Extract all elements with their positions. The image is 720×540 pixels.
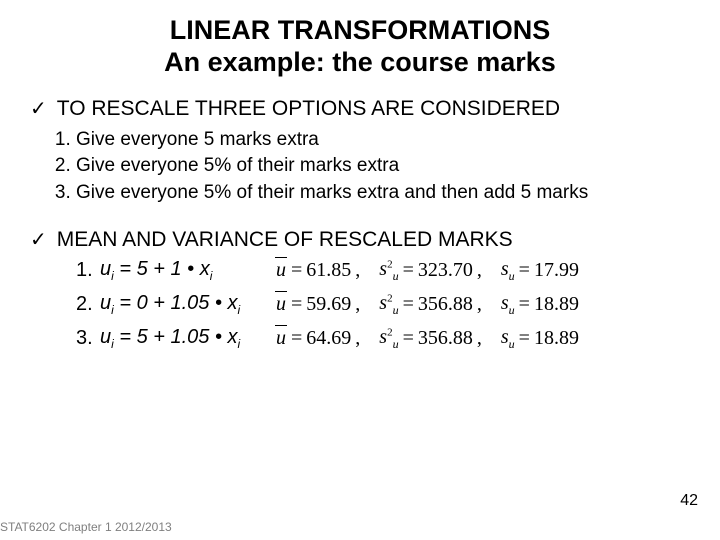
slide-title: LINEAR TRANSFORMATIONS An example: the c…: [30, 14, 690, 79]
list-item: Give everyone 5 marks extra: [76, 127, 690, 153]
formula-row: 1. ui = 5 + 1 • xi u = 61.85, s2u = 323.…: [76, 258, 690, 284]
formula: ui = 5 + 1 • xi: [100, 258, 275, 283]
stats: u = 59.69, s2u = 356.88, su = 18.89: [275, 292, 579, 318]
section1-heading: TO RESCALE THREE OPTIONS ARE CONSIDERED: [57, 97, 560, 121]
formula-row: 2. ui = 0 + 1.05 • xi u = 59.69, s2u = 3…: [76, 292, 690, 318]
formula-list: 1. ui = 5 + 1 • xi u = 61.85, s2u = 323.…: [76, 258, 690, 352]
options-list: Give everyone 5 marks extra Give everyon…: [76, 127, 690, 206]
check-icon: ✓: [30, 97, 47, 121]
footer-text: STAT6202 Chapter 1 2012/2013: [0, 520, 172, 534]
list-item: Give everyone 5% of their marks extra an…: [76, 180, 690, 206]
section-options: ✓ TO RESCALE THREE OPTIONS ARE CONSIDERE…: [30, 97, 690, 206]
formula: ui = 0 + 1.05 • xi: [100, 292, 275, 317]
row-number: 2.: [76, 293, 100, 316]
stats: u = 64.69, s2u = 356.88, su = 18.89: [275, 326, 579, 352]
title-line-1: LINEAR TRANSFORMATIONS: [170, 15, 550, 45]
section-stats: ✓ MEAN AND VARIANCE OF RESCALED MARKS 1.…: [30, 228, 690, 352]
stats: u = 61.85, s2u = 323.70, su = 17.99: [275, 258, 579, 284]
section2-heading: MEAN AND VARIANCE OF RESCALED MARKS: [57, 228, 513, 252]
formula-row: 3. ui = 5 + 1.05 • xi u = 64.69, s2u = 3…: [76, 326, 690, 352]
list-item: Give everyone 5% of their marks extra: [76, 153, 690, 179]
row-number: 1.: [76, 259, 100, 282]
check-icon: ✓: [30, 228, 47, 252]
page-number: 42: [680, 492, 698, 510]
formula: ui = 5 + 1.05 • xi: [100, 326, 275, 351]
title-line-2: An example: the course marks: [164, 47, 556, 77]
row-number: 3.: [76, 327, 100, 350]
